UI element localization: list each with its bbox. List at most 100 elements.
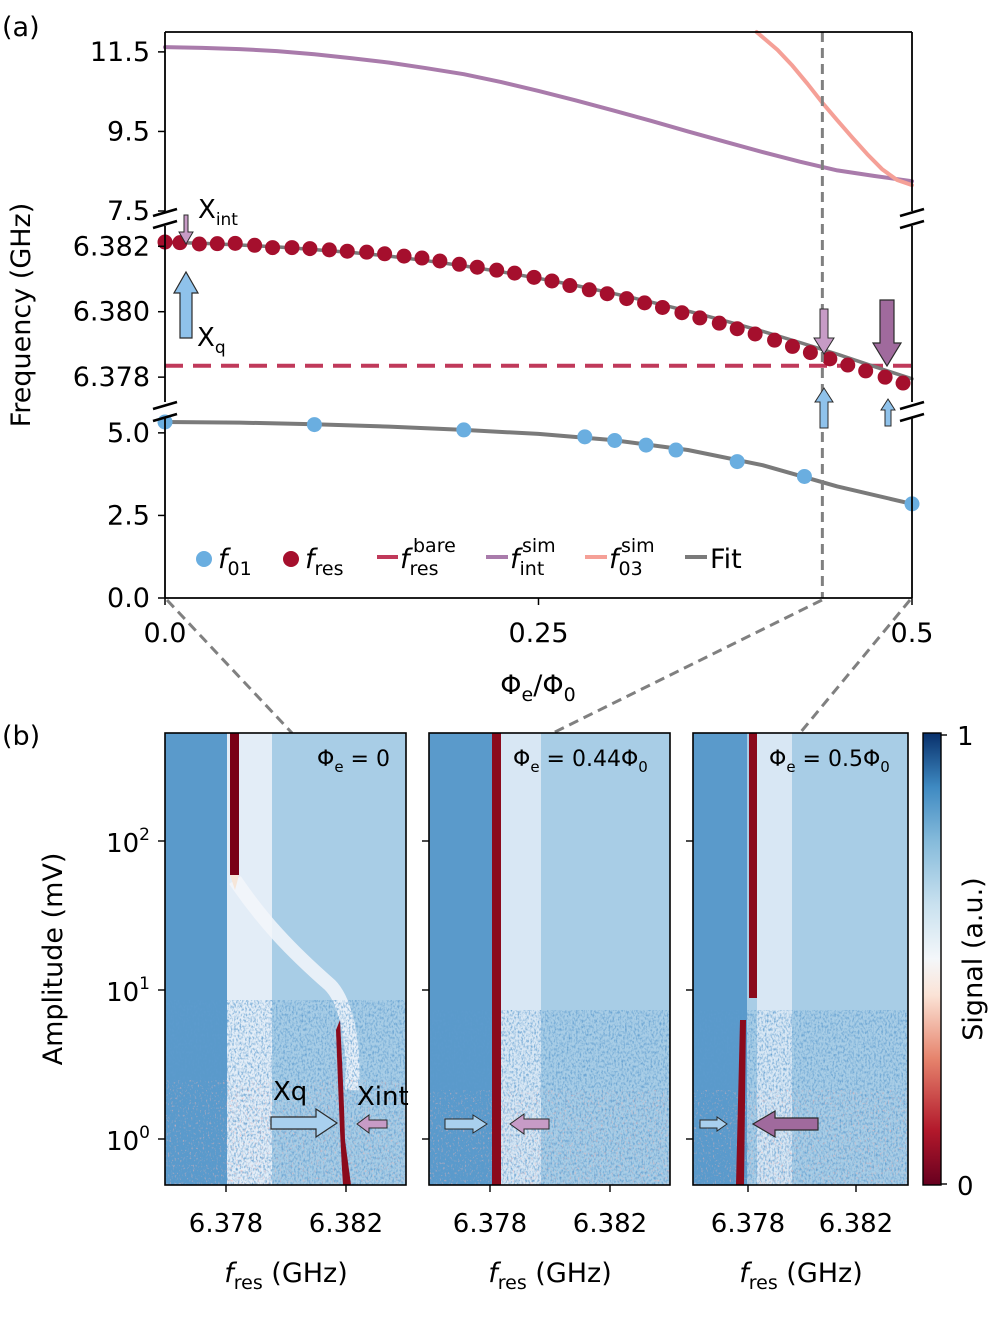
point-fres [209,236,225,252]
annotation-xq: Xq [197,323,226,358]
ytick-label: 2.5 [107,500,150,531]
point-fres [414,250,430,266]
point-fres [377,246,393,262]
legend-f01: f01 [218,544,252,580]
point-fres [507,265,523,281]
colorbar-tick-0: 0 [957,1172,974,1202]
a-xlabel: Φe/Φ0 [500,670,575,706]
heat3-arrow-int-icon [751,1109,819,1139]
legend-f03: f03sim [609,535,655,580]
point-fres [840,357,856,373]
heat1-arrow-xint-icon [356,1114,388,1134]
heat1-xq-label: Xq [273,1077,307,1107]
point-fres [396,248,412,264]
point-f01 [668,442,684,458]
heat1-xint-label: Xint [357,1082,409,1112]
point-fres [544,273,560,289]
point-fres [637,295,653,311]
heat2-xtick-0: 6.378 [453,1209,527,1239]
panel-a-ticks: 7.5 9.5 11.5 6.378 6.380 6.382 0.0 2.5 5.0 0.0 0.2… [73,37,934,649]
ytick-label: 6.380 [73,297,150,328]
point-fres [469,259,485,275]
point-f01 [729,454,745,470]
point-fres [489,262,505,278]
ytick-label: 0.0 [107,583,150,614]
heat2-arrow-q-icon [444,1114,488,1134]
point-fres [692,310,708,326]
panel-a-chart: 7.5 9.5 11.5 6.378 6.380 6.382 0.0 2.5 5.0 0.0 0.2… [6,30,934,706]
series-fit-01-line [163,420,914,506]
heat3-xtick-0: 6.378 [711,1209,785,1239]
heat3-xtick-1: 6.382 [819,1209,893,1239]
ytick-label: 11.5 [90,37,150,68]
panel-b-heatmaps: Xq Xint Φe = 0 [38,722,989,1294]
point-fres [526,269,542,285]
point-fres [747,326,763,342]
heat3-xlabel: fres (GHz) [739,1258,863,1294]
heat-yticks [158,840,693,1140]
ytick-label: 5.0 [107,418,150,449]
legend-marker-fres [283,551,299,567]
heat1-xtick-0: 6.378 [189,1209,263,1239]
point-fres [321,242,337,258]
b-ylabel: Amplitude (mV) [38,853,69,1066]
xtick-label: 0.5 [891,618,934,649]
point-fres [284,240,300,256]
point-fres [265,240,281,256]
point-f01 [638,437,654,453]
point-fres [562,278,578,294]
ytick-label: 9.5 [107,116,150,147]
point-fres [451,256,467,272]
point-fres [359,244,375,260]
arrow-int-05-icon [871,299,903,368]
legend-int: fintsim [510,535,556,580]
point-f01 [577,429,593,445]
heat2-arrow-int-icon [509,1113,550,1135]
arrow-q-044-icon [814,387,834,429]
colorbar-label: Signal (a.u.) [958,877,989,1040]
series-fit-res-line [163,240,914,381]
heat2-xtick-1: 6.382 [573,1209,647,1239]
point-fres [599,286,615,302]
point-fres [784,338,800,354]
axis-break-marks [152,207,925,423]
point-fres [432,253,448,269]
point-fres [619,291,635,307]
arrow-xint-small-icon [178,214,194,245]
heat-xlabels: fres (GHz) fres (GHz) fres (GHz) [224,1258,863,1294]
heat-xtick-labels: 6.378 6.382 6.378 6.382 6.378 6.382 [189,1209,893,1239]
point-fres [339,243,355,259]
point-f01 [796,468,812,484]
heat3-arrow-q-icon [699,1116,728,1132]
ytick-label: 6.378 [73,362,150,393]
heat2-phi-label: Φe = 0.44Φ0 [513,747,648,776]
heat1-phi-label: Φe = 0 [317,747,390,776]
point-fres [767,332,783,348]
heat1-xtick-1: 6.382 [309,1209,383,1239]
point-fres [802,345,818,361]
point-f01 [456,422,472,438]
heat-ytick-1: 100 [106,1123,150,1157]
point-fres [711,315,727,331]
legend: f01 fres fresbare fintsim f03sim Fit [196,535,742,580]
ytick-label: 7.5 [107,196,150,227]
point-fres [247,237,263,253]
point-fres [877,369,893,385]
point-fres [895,375,911,391]
xtick-label: 0.25 [508,618,568,649]
colorbar-tick-1: 1 [957,722,974,752]
heat1-arrow-xq-icon [270,1107,339,1139]
panel-label-b: (b) [2,721,40,752]
point-fres [729,321,745,337]
series-f-int-sim-line [163,45,914,184]
heat-ytick-10: 101 [106,974,150,1008]
panel-a-marks [157,30,920,598]
point-fres [655,299,671,315]
point-fres [581,282,597,298]
heat-xticks [225,1185,857,1192]
arrow-q-05-icon [880,398,896,427]
zoom-connectors [165,598,912,735]
ytick-label: 6.382 [73,231,150,262]
point-fres [822,351,838,367]
